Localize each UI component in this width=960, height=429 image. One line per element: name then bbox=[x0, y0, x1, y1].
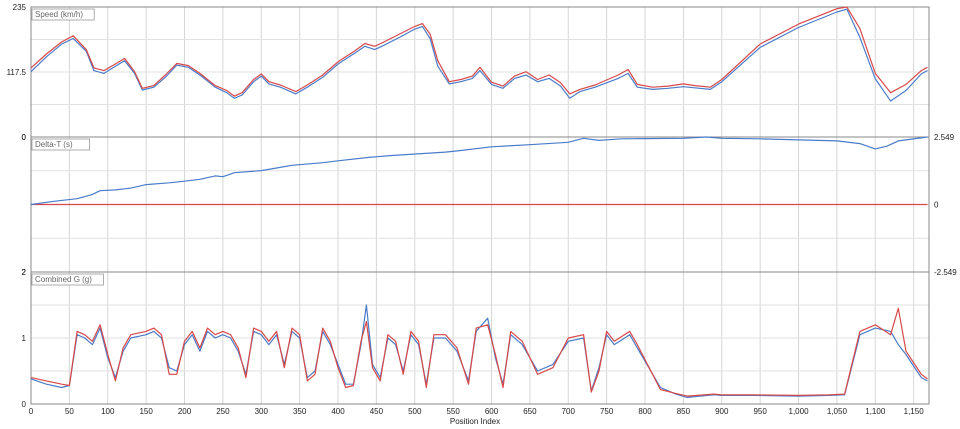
y-tick-label-left: 0 bbox=[22, 133, 27, 142]
x-tick-label: 250 bbox=[216, 407, 230, 416]
series-line-blue bbox=[30, 304, 928, 398]
y-tick-label-left: 117.5 bbox=[7, 68, 27, 77]
series-line-red bbox=[30, 307, 928, 397]
y-tick-label-right: 0 bbox=[934, 201, 939, 210]
series-line-blue bbox=[30, 8, 928, 102]
y-tick-label-left: 2 bbox=[22, 268, 27, 277]
x-tick-label: 1,000 bbox=[789, 407, 810, 416]
x-tick-label: 1,100 bbox=[865, 407, 886, 416]
panel-label: Speed (km/h) bbox=[35, 10, 83, 19]
panel-label-box bbox=[31, 273, 104, 286]
x-tick-label: 200 bbox=[178, 407, 192, 416]
x-tick-label: 350 bbox=[293, 407, 307, 416]
x-tick-label: 950 bbox=[753, 407, 767, 416]
x-tick-label: 400 bbox=[331, 407, 345, 416]
x-tick-label: 1,050 bbox=[827, 407, 848, 416]
x-tick-label: 650 bbox=[523, 407, 537, 416]
y-tick-label-left: 235 bbox=[13, 3, 27, 12]
x-tick-label: 50 bbox=[65, 407, 74, 416]
x-tick-label: 850 bbox=[677, 407, 691, 416]
panel-label: Combined G (g) bbox=[35, 275, 92, 284]
y-tick-label-left: 1 bbox=[22, 334, 27, 343]
x-tick-label: 600 bbox=[485, 407, 499, 416]
x-tick-label: 1,150 bbox=[904, 407, 925, 416]
x-tick-label: 800 bbox=[638, 407, 652, 416]
series-line-red bbox=[30, 6, 928, 97]
panel-label-box bbox=[31, 8, 95, 21]
panel-label: Delta-T (s) bbox=[35, 140, 73, 149]
x-axis-title: Position Index bbox=[450, 417, 500, 426]
y-tick-label-right: -2.549 bbox=[934, 268, 957, 277]
x-tick-label: 750 bbox=[600, 407, 614, 416]
x-tick-label: 450 bbox=[370, 407, 384, 416]
x-tick-label: 700 bbox=[562, 407, 576, 416]
x-tick-label: 300 bbox=[255, 407, 269, 416]
series-line-blue bbox=[30, 136, 928, 206]
y-tick-label-left: 0 bbox=[22, 133, 27, 142]
panel-frame bbox=[30, 271, 930, 405]
x-tick-label: 150 bbox=[139, 407, 153, 416]
y-tick-label-left: 2 bbox=[22, 268, 27, 277]
x-tick-label: 550 bbox=[446, 407, 460, 416]
y-tick-label-right: 2.549 bbox=[934, 133, 955, 142]
x-tick-label: 500 bbox=[408, 407, 422, 416]
x-tick-label: 0 bbox=[29, 407, 34, 416]
panel-label-box bbox=[31, 138, 90, 151]
y-tick-label-left: 0 bbox=[22, 400, 27, 409]
x-tick-label: 100 bbox=[101, 407, 115, 416]
x-tick-label: 900 bbox=[715, 407, 729, 416]
